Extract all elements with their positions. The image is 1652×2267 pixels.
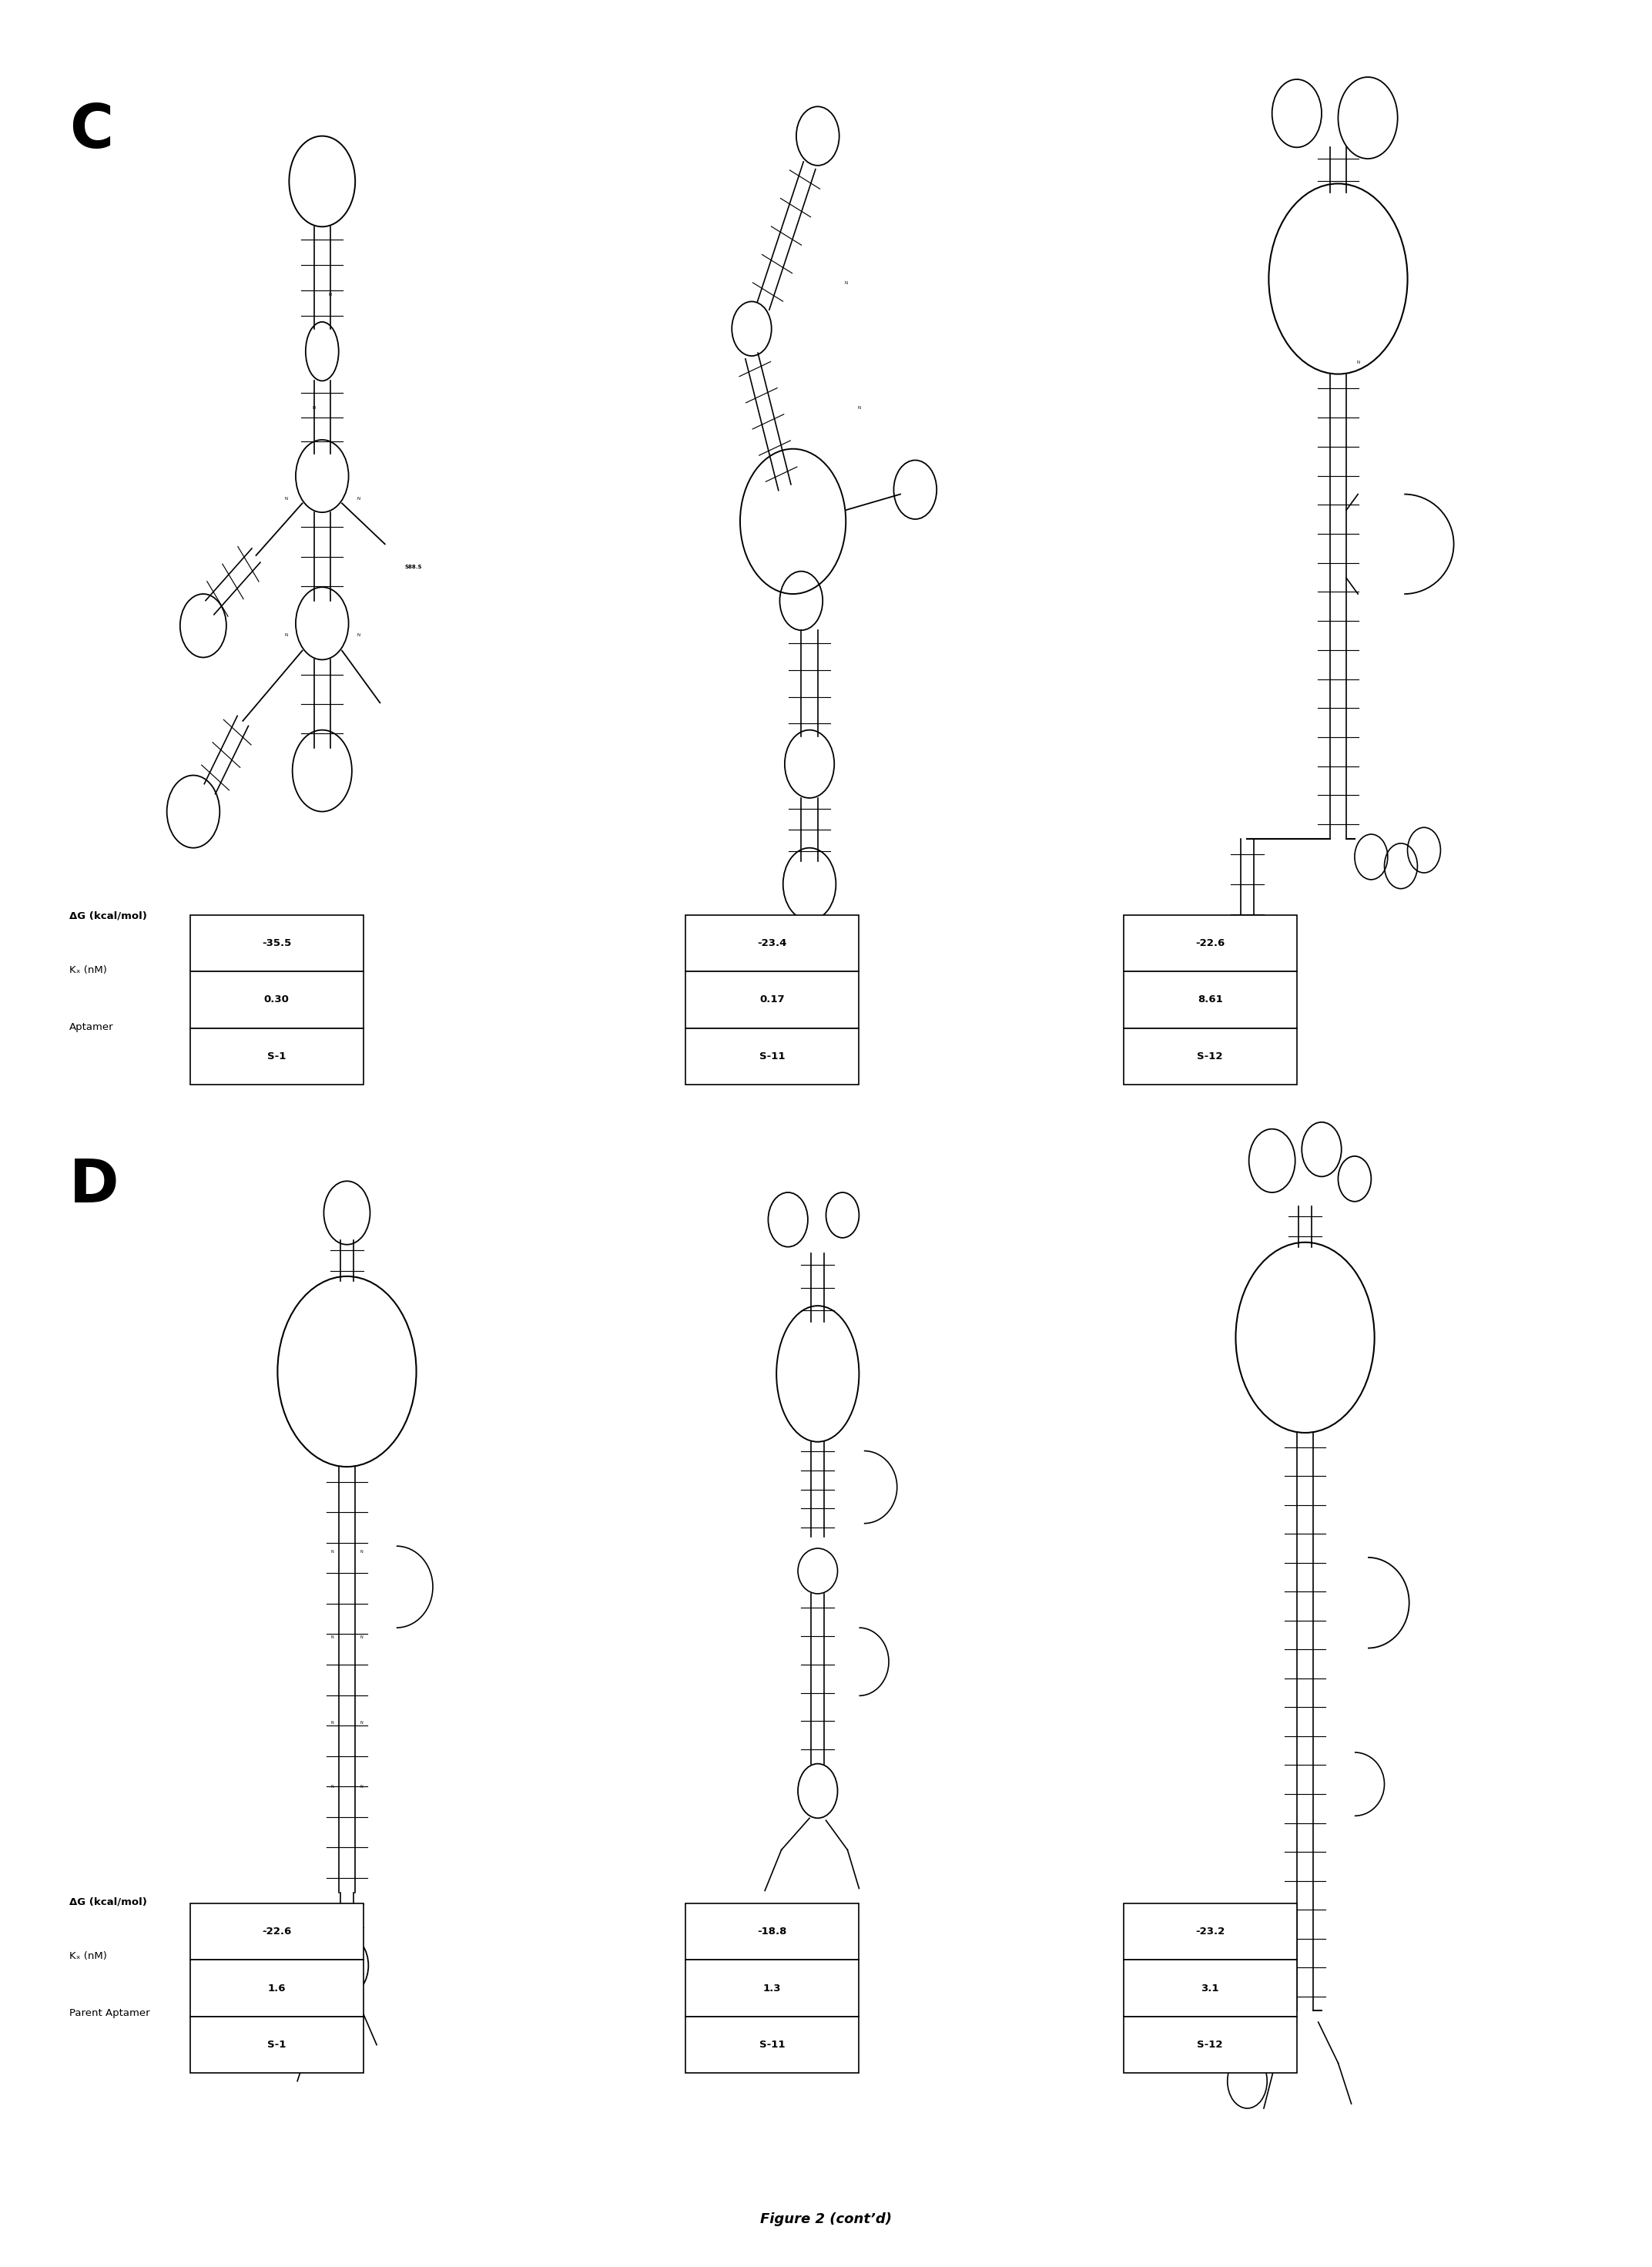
Text: 3.1: 3.1: [1201, 1984, 1219, 1993]
Text: N: N: [329, 292, 332, 297]
Bar: [190, 914, 363, 970]
Text: S-1: S-1: [268, 1052, 286, 1061]
Text: S-11: S-11: [760, 1052, 785, 1061]
Text: -22.6: -22.6: [1196, 939, 1224, 948]
Text: Kₓ (nM): Kₓ (nM): [69, 966, 107, 975]
Text: 0.17: 0.17: [760, 995, 785, 1004]
Text: N: N: [330, 1784, 334, 1789]
Text: N: N: [1356, 360, 1360, 365]
Text: S-12: S-12: [1198, 1052, 1222, 1061]
Text: N: N: [284, 496, 287, 501]
Bar: [686, 2018, 859, 2072]
Bar: [1123, 970, 1297, 1027]
Bar: [1123, 1959, 1297, 2018]
Text: D: D: [69, 1156, 119, 1215]
Text: S88.S: S88.S: [405, 564, 421, 569]
Bar: [1123, 2018, 1297, 2072]
Text: Figure 2 (cont’d): Figure 2 (cont’d): [760, 2213, 892, 2226]
Text: N: N: [284, 632, 287, 637]
Text: N: N: [360, 1635, 363, 1639]
Text: N: N: [844, 281, 847, 286]
Bar: [190, 2018, 363, 2072]
Text: N: N: [330, 1721, 334, 1725]
Text: 1.3: 1.3: [763, 1984, 781, 1993]
Text: N: N: [312, 406, 316, 410]
Text: S-11: S-11: [760, 2040, 785, 2049]
Text: S-1: S-1: [268, 2040, 286, 2049]
Text: Parent Aptamer: Parent Aptamer: [69, 2009, 150, 2018]
Text: 0.30: 0.30: [264, 995, 289, 1004]
Text: ΔG (kcal/mol): ΔG (kcal/mol): [69, 911, 147, 920]
Bar: [686, 1904, 859, 1959]
Text: N: N: [330, 1551, 334, 1553]
Text: ΔG (kcal/mol): ΔG (kcal/mol): [69, 1897, 147, 1907]
Bar: [190, 1027, 363, 1084]
Text: C: C: [69, 102, 114, 161]
Bar: [1123, 1027, 1297, 1084]
Bar: [190, 970, 363, 1027]
Bar: [1123, 1904, 1297, 1959]
Text: -23.2: -23.2: [1196, 1927, 1224, 1936]
Text: S-12: S-12: [1198, 2040, 1222, 2049]
Bar: [686, 1027, 859, 1084]
Bar: [686, 970, 859, 1027]
Bar: [190, 1904, 363, 1959]
Text: 1.6: 1.6: [268, 1984, 286, 1993]
Text: N: N: [360, 1721, 363, 1725]
Text: N: N: [360, 1551, 363, 1553]
Text: 8.61: 8.61: [1198, 995, 1222, 1004]
Text: N: N: [357, 496, 360, 501]
Bar: [686, 914, 859, 970]
Bar: [190, 1959, 363, 2018]
Bar: [686, 1959, 859, 2018]
Bar: [1123, 914, 1297, 970]
Text: N: N: [360, 1784, 363, 1789]
Text: Kₓ (nM): Kₓ (nM): [69, 1952, 107, 1961]
Text: -18.8: -18.8: [758, 1927, 786, 1936]
Text: -22.6: -22.6: [263, 1927, 291, 1936]
Text: N: N: [357, 632, 360, 637]
Text: N: N: [857, 406, 861, 410]
Text: -23.4: -23.4: [758, 939, 786, 948]
Text: N: N: [330, 1635, 334, 1639]
Text: Aptamer: Aptamer: [69, 1022, 114, 1031]
Text: -35.5: -35.5: [263, 939, 291, 948]
